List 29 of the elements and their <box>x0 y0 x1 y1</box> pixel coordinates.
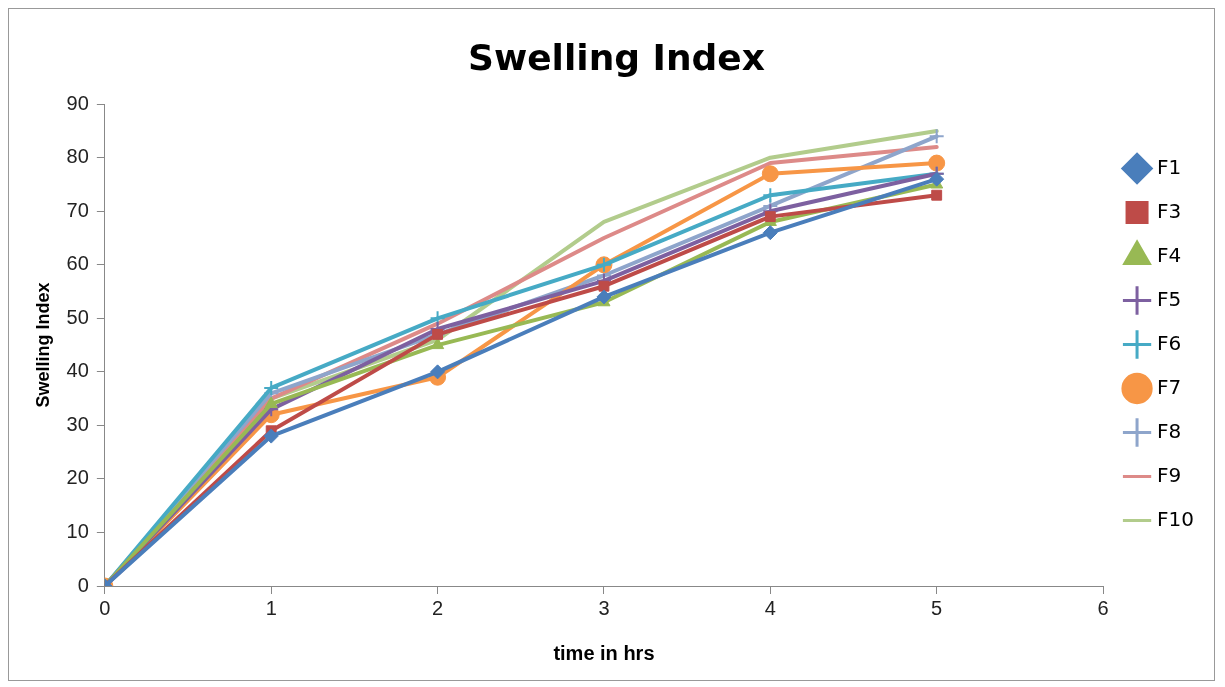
x-tick-label: 0 <box>99 596 111 619</box>
y-tick-label: 10 <box>66 519 89 542</box>
y-tick-label: 70 <box>66 198 89 221</box>
x-tick-label: 3 <box>598 596 610 619</box>
y-tick-label: 0 <box>77 573 89 596</box>
x-tick-label: 4 <box>764 596 776 619</box>
x-tick-label: 2 <box>432 596 444 619</box>
legend-label: F7 <box>1157 374 1182 399</box>
legend-label: F3 <box>1157 198 1182 223</box>
legend-label: F6 <box>1157 330 1182 355</box>
x-tick-label: 5 <box>931 596 943 619</box>
y-tick-label: 20 <box>66 466 89 489</box>
legend-label: F5 <box>1157 286 1182 311</box>
x-tick-label: 6 <box>1097 596 1109 619</box>
y-axis-title: Swelling Index <box>32 282 53 408</box>
legend-label: F9 <box>1157 462 1182 487</box>
y-tick-label: 80 <box>66 145 89 168</box>
legend-label: F8 <box>1157 418 1182 443</box>
legend-label: F10 <box>1157 506 1194 531</box>
legend-label: F4 <box>1157 242 1182 267</box>
y-tick-label: 40 <box>66 359 89 382</box>
y-tick-label: 90 <box>66 91 89 114</box>
y-tick-label: 30 <box>66 412 89 435</box>
x-tick-label: 1 <box>265 596 277 619</box>
legend-label: F1 <box>1157 154 1182 179</box>
x-axis-title: time in hrs <box>553 641 655 664</box>
chart-title: Swelling Index <box>468 36 765 78</box>
y-tick-label: 60 <box>66 252 89 275</box>
y-tick-label: 50 <box>66 305 89 328</box>
